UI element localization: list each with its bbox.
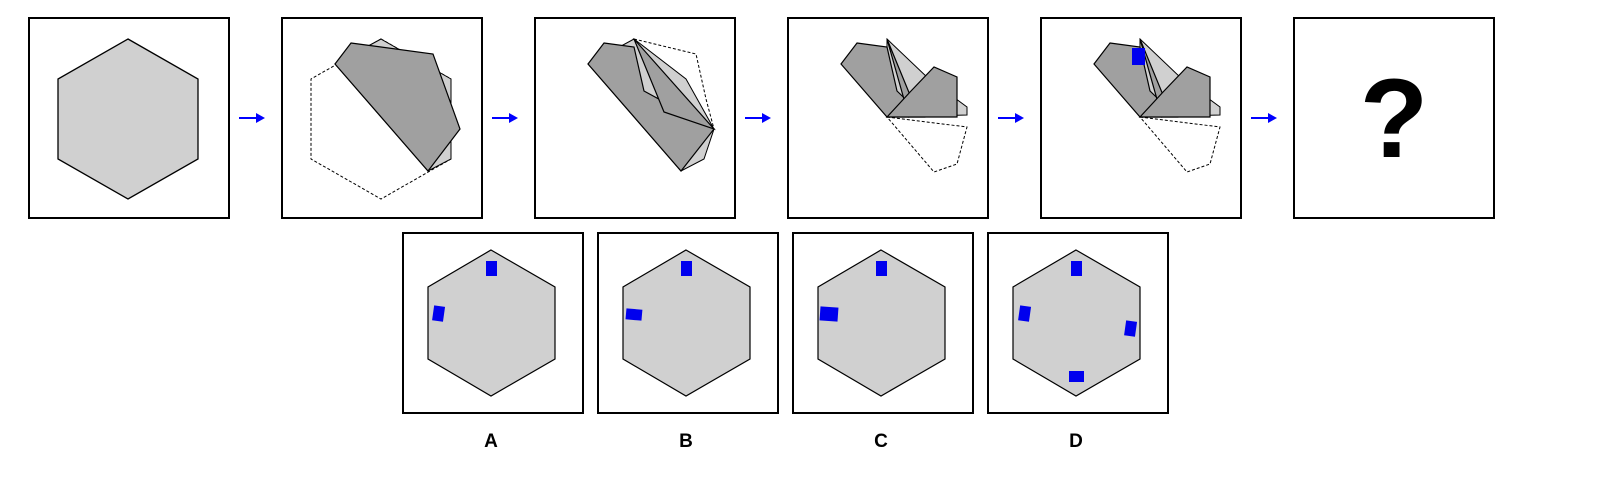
option-d-hole-4: [1069, 371, 1084, 382]
step-3-panel: [534, 17, 736, 219]
step-1-panel: [28, 17, 230, 219]
option-d-label: D: [1069, 431, 1083, 452]
option-a-label: A: [484, 431, 498, 452]
arrow-icon: [239, 113, 265, 123]
step-1-hexagon: [57, 38, 199, 200]
option-b-hole-2: [625, 308, 643, 321]
option-b-panel[interactable]: [597, 232, 779, 414]
step-5-panel: [1040, 17, 1242, 219]
option-a-hole-2: [432, 305, 446, 322]
option-c-panel[interactable]: [792, 232, 974, 414]
step-4-panel: [787, 17, 989, 219]
option-b-label: B: [679, 431, 693, 452]
arrow-icon: [745, 113, 771, 123]
option-d-hole-1: [1071, 261, 1082, 276]
punched-hole-marker: [1132, 48, 1145, 65]
option-a-panel[interactable]: [402, 232, 584, 414]
option-c-hole-2: [819, 306, 839, 322]
arrow-icon: [1251, 113, 1277, 123]
step-2-panel: [281, 17, 483, 219]
option-b-hexagon: [622, 249, 751, 397]
step-4-fold: [840, 37, 968, 173]
option-a-hexagon: [427, 249, 556, 397]
step-5-fold-punched: [1093, 37, 1221, 173]
option-b-hole-1: [681, 261, 692, 276]
option-c-label: C: [874, 431, 888, 452]
arrow-icon: [492, 113, 518, 123]
option-d-hole-2: [1018, 305, 1032, 322]
option-c-hexagon: [817, 249, 946, 397]
step-3-fold: [587, 38, 716, 172]
option-c-hole-1: [876, 261, 887, 276]
arrow-icon: [998, 113, 1024, 123]
answer-panel: ?: [1293, 17, 1495, 219]
option-a-hole-1: [486, 261, 497, 276]
question-mark: ?: [1359, 55, 1429, 181]
option-d-panel[interactable]: [987, 232, 1169, 414]
option-d-hexagon: [1012, 249, 1141, 397]
option-d-hole-3: [1124, 320, 1138, 337]
step-2-fold: [310, 38, 461, 200]
